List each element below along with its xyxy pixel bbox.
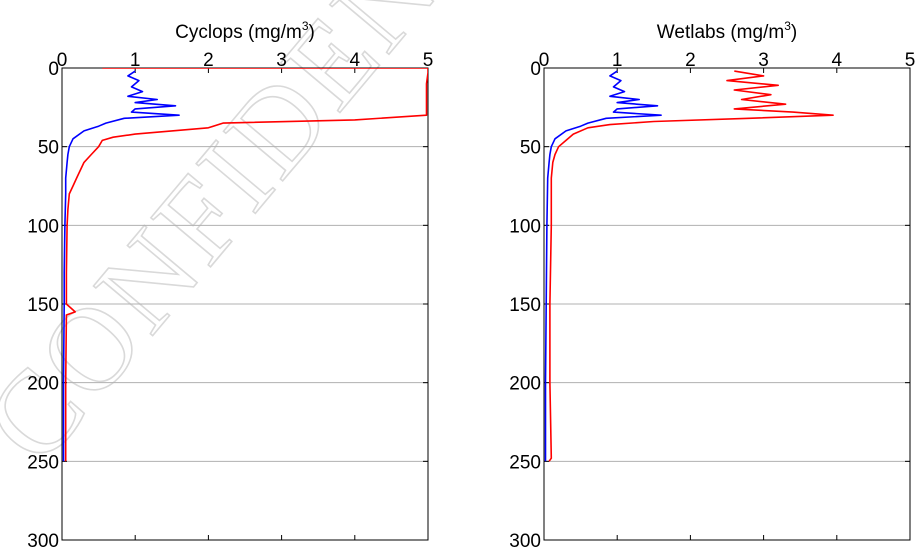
chart-title-sup: 3 <box>302 19 309 33</box>
x-tick-label: 4 <box>350 50 361 71</box>
y-tick-label: 300 <box>27 531 59 552</box>
chart-title: Wetlabs (mg/m3) <box>657 19 797 43</box>
y-tick-label: 250 <box>27 452 59 473</box>
chart-title: Cyclops (mg/m3) <box>175 19 315 43</box>
y-tick-label: 50 <box>38 138 59 159</box>
y-tick-label: 100 <box>509 216 541 237</box>
y-tick-label: 50 <box>520 138 541 159</box>
y-tick-label: 200 <box>27 374 59 395</box>
x-tick-label: 5 <box>423 50 434 71</box>
x-tick-label: 2 <box>203 50 214 71</box>
x-tick-label: 0 <box>539 50 550 71</box>
x-tick-label: 3 <box>276 50 287 71</box>
y-tick-label: 0 <box>48 59 59 80</box>
x-tick-label: 3 <box>758 50 769 71</box>
series-line-red <box>64 68 428 462</box>
y-tick-label: 0 <box>530 59 541 80</box>
chart-title-close: ) <box>309 22 315 43</box>
series-line-red <box>548 70 834 462</box>
chart-title-main: Cyclops (mg/m <box>175 22 302 43</box>
x-tick-label: 1 <box>612 50 623 71</box>
y-tick-label: 250 <box>509 452 541 473</box>
chart-title-main: Wetlabs (mg/m <box>657 22 784 43</box>
y-tick-label: 150 <box>27 295 59 316</box>
x-tick-label: 1 <box>130 50 141 71</box>
x-tick-label: 5 <box>905 50 916 71</box>
x-tick-label: 2 <box>685 50 696 71</box>
y-tick-label: 150 <box>509 295 541 316</box>
series-line-blue <box>62 70 180 462</box>
x-tick-label: 4 <box>832 50 843 71</box>
chart-title-sup: 3 <box>784 19 791 33</box>
y-tick-label: 100 <box>27 216 59 237</box>
series-line-blue <box>544 70 662 462</box>
y-tick-label: 300 <box>509 531 541 552</box>
chart-title-close: ) <box>791 22 797 43</box>
y-tick-label: 200 <box>509 374 541 395</box>
x-tick-label: 0 <box>57 50 68 71</box>
